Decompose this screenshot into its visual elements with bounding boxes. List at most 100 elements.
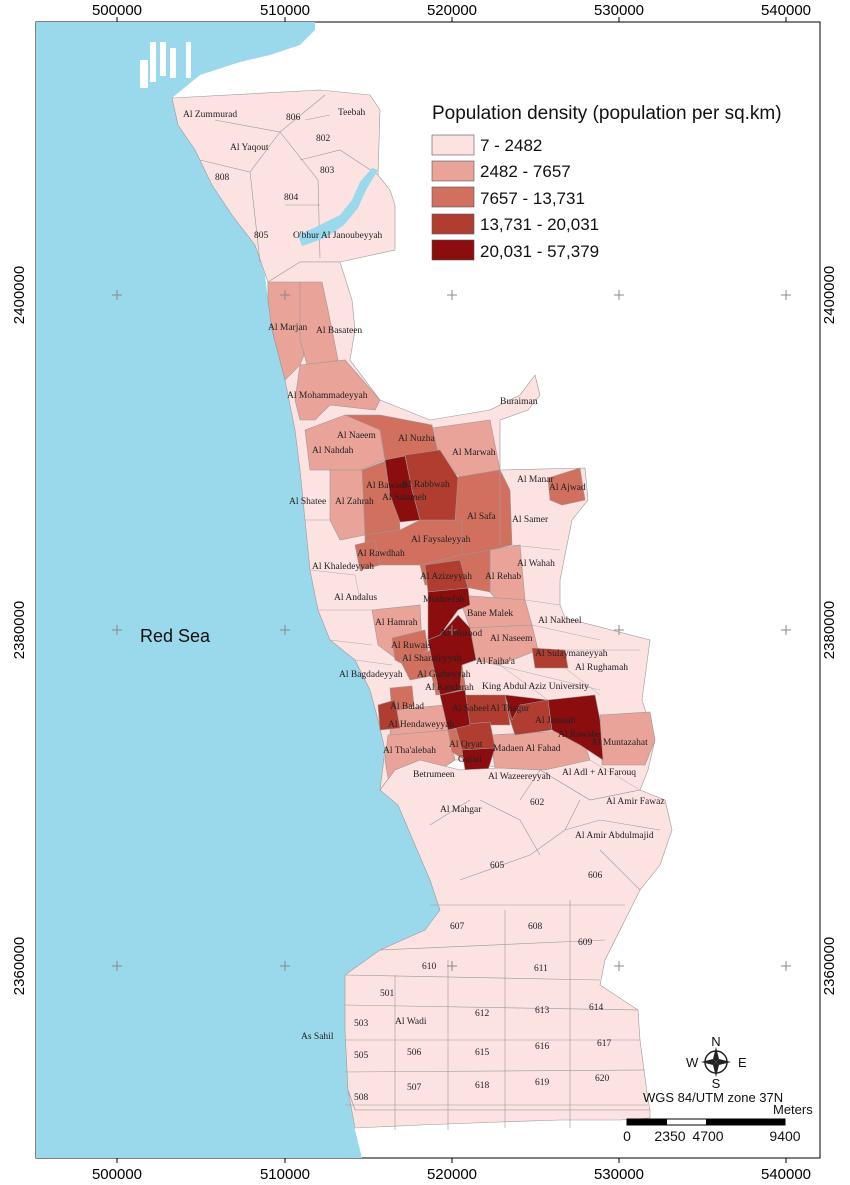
x-tick-bottom-label: 530000 (594, 1166, 644, 1183)
region-rawdhah (354, 539, 381, 571)
neighborhood-label: Al Amir Abdulmajid (575, 831, 654, 841)
legend-label: 7657 - 13,731 (480, 189, 585, 208)
neighborhood-label: Al Thagur (490, 704, 530, 714)
neighborhood-label: 611 (534, 964, 548, 974)
neighborhood-label: 506 (407, 1048, 422, 1058)
neighborhood-label: Al Adl + Al Farouq (562, 768, 636, 778)
region-south-tail (347, 1089, 651, 1129)
x-tick-bottom-label: 500000 (92, 1166, 142, 1183)
neighborhood-label: Al Manar (517, 475, 555, 485)
neighborhood-label: As Sahil (301, 1032, 334, 1042)
neighborhood-label: Al Tha'alebah (383, 746, 436, 756)
neighborhood-label: Al Rehab (485, 572, 521, 582)
neighborhood-label: Al Rawdhah (357, 549, 405, 559)
legend-title: Population density (population per sq.km… (432, 103, 782, 124)
east-label: E (738, 1055, 747, 1070)
neighborhood-label: Al Safa (467, 511, 497, 522)
neighborhood-label: Al Hamrah (375, 618, 418, 628)
y-tick-right-label: 2400000 (821, 266, 838, 324)
x-tick-top-label: 510000 (260, 2, 310, 19)
neighborhood-label: Bane Malek (467, 609, 513, 619)
neighborhood-label: Al Basateen (316, 326, 362, 336)
region-sabeel (439, 689, 471, 731)
neighborhood-label: Al Rawabe (558, 730, 600, 740)
scale-unit: Meters (773, 1102, 813, 1117)
neighborhood-label: Al Jamaah (535, 716, 576, 726)
legend-swatch (431, 239, 475, 261)
neighborhood-label: Al Ajwad (549, 483, 586, 493)
neighborhood-label: 607 (450, 922, 465, 932)
grid-crosses (112, 290, 791, 971)
neighborhood-label: Buraiman (500, 397, 538, 407)
neighborhood-label: Al Sulaymaneyyah (535, 649, 608, 659)
legend-swatch (431, 134, 475, 156)
neighborhood-label: 620 (595, 1074, 610, 1084)
neighborhood-label: Al Naeem (337, 431, 376, 441)
y-tick-right-label: 2380000 (821, 601, 838, 659)
x-tick-top-label: 540000 (761, 2, 811, 19)
neighborhood-label: Al Naseem (490, 634, 533, 644)
x-tick-top-label: 530000 (594, 2, 644, 19)
neighborhood-label: Al Faysaleyyah (411, 535, 471, 545)
obhur-creek (298, 168, 378, 246)
neighborhood-label: 602 (530, 798, 545, 808)
region-kau-dark (504, 694, 549, 721)
neighborhood-label: 614 (589, 1003, 604, 1013)
neighborhood-label: Al Nuzha (398, 434, 435, 444)
region-hendaweyyah-dark (377, 699, 401, 731)
neighborhood-label: 619 (535, 1078, 550, 1088)
neighborhood-label: Al Sharafeyyah (402, 653, 462, 664)
neighborhood-label: Al Zummurad (183, 110, 237, 120)
region-ajwad (547, 467, 586, 506)
scale-bar: Meters 0 2350 4700 9400 (623, 1102, 813, 1144)
region-rawabe (547, 694, 604, 761)
neighborhood-label: Al Zahrah (335, 497, 374, 507)
central-boundaries (299, 469, 641, 791)
x-tick-top-label: 520000 (427, 2, 477, 19)
neighborhood-label: 608 (528, 922, 543, 932)
neighborhood-label: Betrumeen (413, 770, 455, 780)
scale-label: 9400 (769, 1128, 800, 1144)
sea-label: Red Sea (140, 626, 211, 646)
x-axis-bottom (116, 1158, 787, 1163)
south-label: S (712, 1076, 721, 1091)
neighborhood-label: Al Samer (512, 515, 549, 525)
neighborhood-label: 802 (316, 134, 331, 144)
neighborhood-label: 617 (597, 1039, 612, 1049)
neighborhood-label: Al Hendaweyyah (388, 720, 454, 730)
neighborhood-label: Al Nahdah (312, 446, 354, 456)
map-area: Red Sea Al Zummurad 806 Teebah 802 Al Ya… (35, 21, 821, 1159)
legend: Population density (population per sq.km… (431, 103, 782, 261)
legend-swatch (431, 160, 475, 182)
neighborhood-label: 503 (354, 1019, 369, 1029)
neighborhood-label: 501 (380, 989, 395, 999)
harbour-piers (140, 42, 191, 88)
neighborhood-label: 612 (475, 1009, 490, 1019)
region-sulaymaneyyah (531, 647, 569, 669)
neighborhood-label: Madaen Al Fahad (493, 744, 561, 754)
neighborhood-label: 615 (475, 1048, 490, 1058)
neighborhood-label: Al Amir Fawaz (606, 797, 665, 807)
neighborhood-label: 613 (535, 1006, 550, 1016)
neighborhood-label: Al Faiha'a (476, 657, 516, 667)
neighborhood-label: Al Khaledeyyah (312, 562, 374, 572)
x-tick-bottom-label: 510000 (260, 1166, 310, 1183)
north-label: N (711, 1034, 720, 1049)
neighborhood-label: Al Garbeyyah (417, 670, 471, 680)
scale-label: 2350 (654, 1128, 685, 1144)
neighborhood-label: Al Salameh (382, 493, 427, 503)
neighborhood-label: 804 (284, 193, 299, 203)
neighborhood-label: Al Andalus (334, 593, 377, 603)
neighborhood-label: 616 (535, 1042, 550, 1052)
neighborhood-label: King Abdul Aziz University (482, 682, 589, 692)
neighborhood-label: Teebah (338, 108, 366, 118)
legend-label: 13,731 - 20,031 (480, 215, 599, 234)
south-boundaries (344, 769, 661, 1130)
legend-label: 20,031 - 57,379 (480, 242, 599, 261)
neighborhood-label: Al Sabeel (452, 704, 490, 714)
region-salameh (384, 455, 421, 523)
neighborhood-label: Al Worood (440, 629, 482, 639)
neighborhood-label: 505 (354, 1051, 369, 1061)
neighborhood-label: Gulail (458, 755, 482, 765)
